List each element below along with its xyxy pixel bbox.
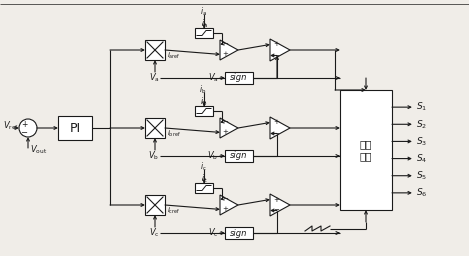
Bar xyxy=(195,183,213,193)
Text: +: + xyxy=(273,41,279,48)
Text: $V_{\mathrm{out}}$: $V_{\mathrm{out}}$ xyxy=(30,144,47,156)
Text: $V_{\mathrm{c}}$: $V_{\mathrm{c}}$ xyxy=(208,227,219,239)
Text: +: + xyxy=(222,129,228,135)
Text: +: + xyxy=(222,206,228,212)
Text: $V_{\mathrm{b}}$: $V_{\mathrm{b}}$ xyxy=(149,150,159,162)
Text: $V_{\mathrm{c}}$: $V_{\mathrm{c}}$ xyxy=(149,227,159,239)
Text: $i_{\mathrm{c}}$: $i_{\mathrm{c}}$ xyxy=(200,161,206,173)
Bar xyxy=(195,28,213,38)
Text: $S_5$: $S_5$ xyxy=(416,169,427,182)
Text: −: − xyxy=(222,41,228,47)
Text: $i_{\mathrm{cref}}$: $i_{\mathrm{cref}}$ xyxy=(167,206,181,216)
Polygon shape xyxy=(270,117,290,139)
Text: $V_{\mathrm{a}}$: $V_{\mathrm{a}}$ xyxy=(208,72,219,84)
Bar xyxy=(145,40,165,60)
Text: $S_1$: $S_1$ xyxy=(416,101,427,113)
Text: sign: sign xyxy=(230,152,248,161)
Text: $S_3$: $S_3$ xyxy=(416,135,427,148)
Text: +: + xyxy=(273,197,279,202)
Bar xyxy=(340,90,392,210)
Text: $V_{\mathrm{b}}$: $V_{\mathrm{b}}$ xyxy=(207,150,219,162)
Text: −: − xyxy=(273,52,279,59)
Text: −: − xyxy=(273,208,279,214)
Text: −: − xyxy=(222,119,228,125)
Bar xyxy=(195,106,213,116)
Text: $S_2$: $S_2$ xyxy=(416,118,427,131)
Text: $S_6$: $S_6$ xyxy=(416,187,427,199)
Text: −: − xyxy=(273,131,279,136)
Text: $i_{\mathrm{b}}$: $i_{\mathrm{b}}$ xyxy=(199,84,207,96)
Text: sign: sign xyxy=(230,229,248,238)
Text: $V_{\mathrm{a}}$: $V_{\mathrm{a}}$ xyxy=(149,72,159,84)
Text: +: + xyxy=(21,120,27,129)
Polygon shape xyxy=(220,40,238,60)
Polygon shape xyxy=(270,39,290,61)
Text: PI: PI xyxy=(69,122,81,134)
Text: $S_4$: $S_4$ xyxy=(416,152,427,165)
Text: sign: sign xyxy=(230,73,248,82)
Text: +: + xyxy=(222,51,228,57)
Polygon shape xyxy=(270,194,290,216)
Text: +: + xyxy=(273,120,279,125)
Bar xyxy=(58,116,92,140)
Text: $i_{\mathrm{bref}}$: $i_{\mathrm{bref}}$ xyxy=(167,129,181,139)
Text: $i_{\mathrm{a}}$: $i_{\mathrm{a}}$ xyxy=(199,6,206,18)
Text: 解码
电路: 解码 电路 xyxy=(360,139,372,161)
Bar xyxy=(225,227,253,239)
Circle shape xyxy=(19,119,37,137)
Bar xyxy=(225,72,253,84)
Text: $i_{\mathrm{a}}$: $i_{\mathrm{a}}$ xyxy=(201,18,207,30)
Polygon shape xyxy=(220,195,238,215)
Text: $i_{\mathrm{c}}$: $i_{\mathrm{c}}$ xyxy=(201,173,207,185)
Bar xyxy=(145,118,165,138)
Text: $i_{\mathrm{b}}$: $i_{\mathrm{b}}$ xyxy=(200,96,208,108)
Text: $V_{\mathrm{ref}}$: $V_{\mathrm{ref}}$ xyxy=(3,120,19,132)
Text: −: − xyxy=(222,196,228,202)
Text: −: − xyxy=(21,129,28,137)
Text: $i_{\mathrm{aref}}$: $i_{\mathrm{aref}}$ xyxy=(167,51,181,61)
Bar xyxy=(145,195,165,215)
Polygon shape xyxy=(220,118,238,138)
Bar xyxy=(225,150,253,162)
